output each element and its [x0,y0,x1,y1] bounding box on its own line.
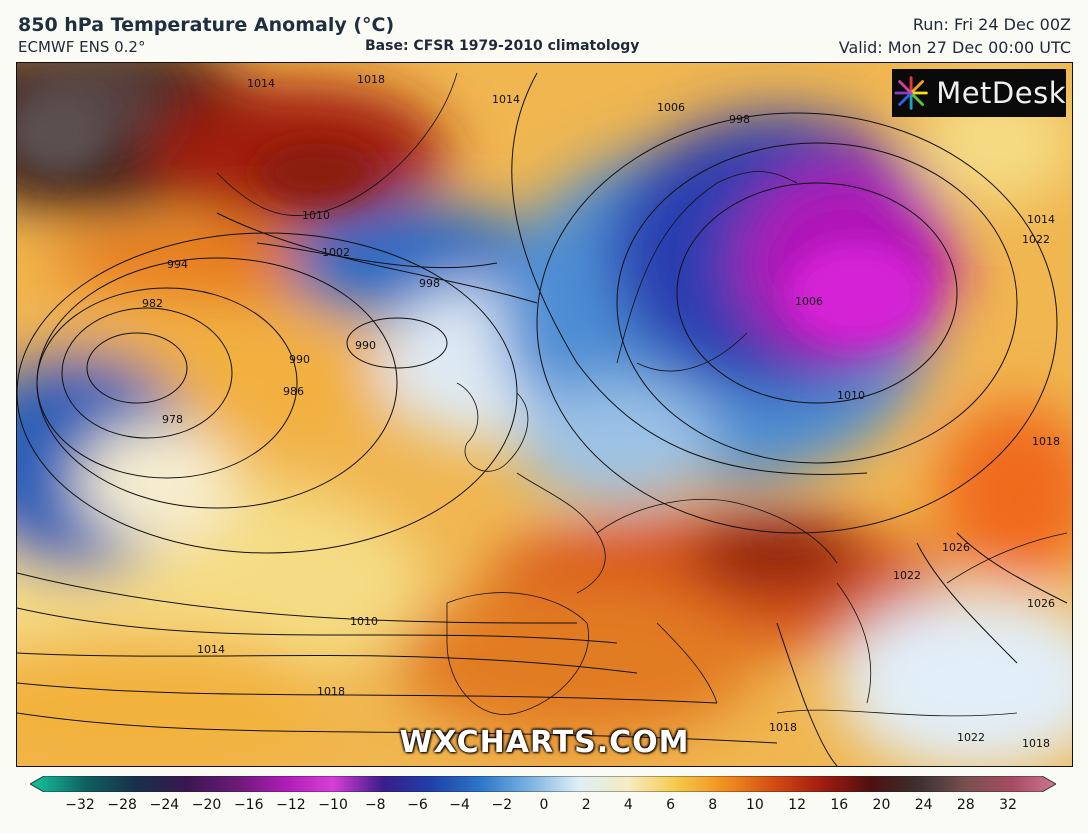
svg-text:1026: 1026 [1027,597,1055,610]
colorbar-tick-label: −20 [191,797,222,813]
colorbar-tick-label: −2 [491,797,513,813]
colorbar-tick-label: −32 [65,797,95,813]
colorbar-tick-label: −6 [407,797,428,813]
coastlines [216,72,1068,717]
colorbar [30,776,1056,792]
run-time: Run: Fri 24 Dec 00Z [912,15,1071,34]
metdesk-logo-icon [894,76,928,110]
svg-text:1014: 1014 [492,93,520,106]
svg-text:998: 998 [419,277,440,290]
colorbar-tick-label: 20 [872,797,891,813]
svg-text:1006: 1006 [795,295,823,308]
metdesk-logo: MetDesk [892,69,1066,117]
colorbar-tick-label: −10 [318,797,348,813]
colorbar-tick-label: 8 [708,797,718,813]
model-name: ECMWF ENS 0.2° [18,38,146,56]
svg-text:990: 990 [289,353,310,366]
svg-text:1018: 1018 [317,685,345,698]
svg-text:1018: 1018 [357,73,385,86]
svg-text:1018: 1018 [1022,737,1050,750]
svg-text:990: 990 [355,339,376,352]
valid-time: Valid: Mon 27 Dec 00:00 UTC [838,38,1071,57]
svg-text:1006: 1006 [657,101,685,114]
svg-text:986: 986 [283,385,304,398]
svg-text:1014: 1014 [247,77,275,90]
svg-text:1010: 1010 [302,209,330,222]
chart-title: 850 hPa Temperature Anomaly (°C) [18,14,395,36]
colorbar-tick-label: −12 [276,797,306,813]
svg-text:1014: 1014 [1027,213,1055,226]
svg-text:998: 998 [729,113,750,126]
colorbar-tick-label: −8 [364,797,386,813]
svg-text:1018: 1018 [769,721,797,734]
colorbar-tick-label: 6 [666,797,675,813]
colorbar-tick-label: 2 [581,797,591,813]
svg-text:982: 982 [142,297,163,310]
colorbar-tick-label: −28 [107,797,137,813]
colorbar-tick-label: 32 [999,797,1017,813]
colorbar-tick-label: 10 [745,797,764,813]
svg-text:1022: 1022 [893,569,921,582]
svg-text:1010: 1010 [350,615,378,628]
colorbar-tick-label: 0 [539,797,549,813]
svg-text:994: 994 [167,258,188,271]
colorbar-tick-label: −24 [149,797,180,813]
svg-text:1022: 1022 [957,731,985,744]
svg-text:1014: 1014 [197,643,225,656]
svg-text:1018: 1018 [1032,435,1060,448]
svg-text:1026: 1026 [942,541,970,554]
metdesk-logo-text: MetDesk [936,76,1066,110]
colorbar-tick-label: 24 [914,797,933,813]
svg-text:1002: 1002 [322,246,350,259]
colorbar-tick-label: 16 [830,797,849,813]
anomaly-map: 1014 1018 1014 1006 998 1010 1002 994 99… [17,63,1072,766]
colorbar-tick-label: 28 [956,797,975,813]
isobar-labels: 1014 1018 1014 1006 998 1010 1002 994 99… [142,73,1060,750]
colorbar-tick-label: −16 [233,797,264,813]
map-panel: 1014 1018 1014 1006 998 1010 1002 994 99… [16,62,1073,767]
svg-text:1010: 1010 [837,389,865,402]
colorbar-tick-label: 4 [623,797,633,813]
svg-text:978: 978 [162,413,183,426]
climatology-base: Base: CFSR 1979-2010 climatology [365,38,640,54]
colorbar-tick-label: −4 [449,797,470,813]
svg-text:1022: 1022 [1022,233,1050,246]
colorbar-tick-label: 12 [788,797,806,813]
wxcharts-watermark: WXCHARTS.COM [399,725,690,760]
